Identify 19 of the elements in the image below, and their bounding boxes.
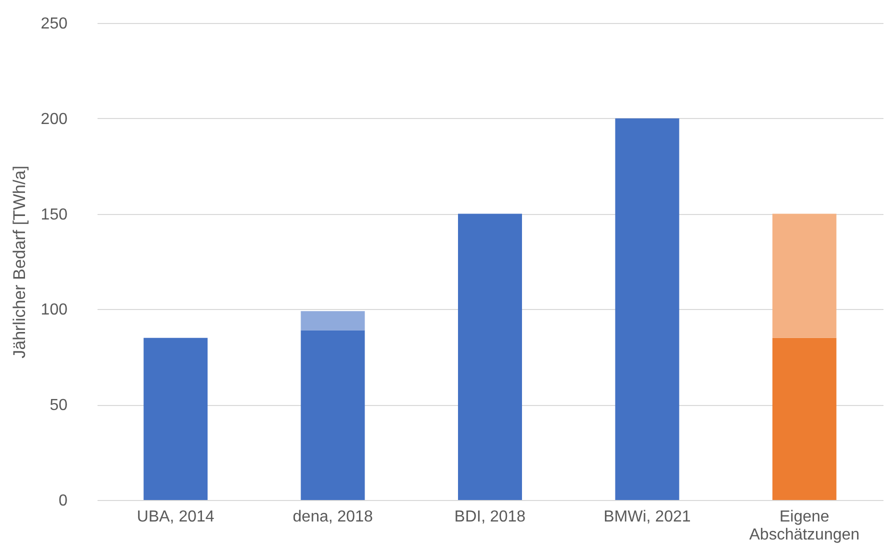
y-tick-label: 0	[58, 492, 68, 510]
x-tick-label: BDI, 2018	[454, 508, 526, 526]
y-tick-label: 250	[40, 16, 68, 32]
bar	[144, 338, 208, 500]
bar	[772, 214, 836, 338]
bar	[300, 311, 365, 330]
y-tick-label: 100	[40, 302, 68, 319]
bar	[772, 338, 836, 500]
y-tick-label: 200	[40, 110, 68, 128]
x-tick-label: Eigene Abschätzungen	[749, 508, 860, 544]
x-tick-label: UBA, 2014	[136, 508, 214, 526]
bar	[458, 214, 522, 500]
bar	[300, 330, 365, 500]
bar	[615, 118, 680, 500]
y-axis-title: Jährlicher Bedarf [TWh/a]	[10, 166, 29, 358]
x-tick-label: dena, 2018	[292, 508, 373, 526]
x-tick-label: BMWi, 2021	[604, 508, 691, 526]
y-tick-label: 50	[50, 397, 68, 414]
y-tick-label: 150	[40, 206, 68, 224]
